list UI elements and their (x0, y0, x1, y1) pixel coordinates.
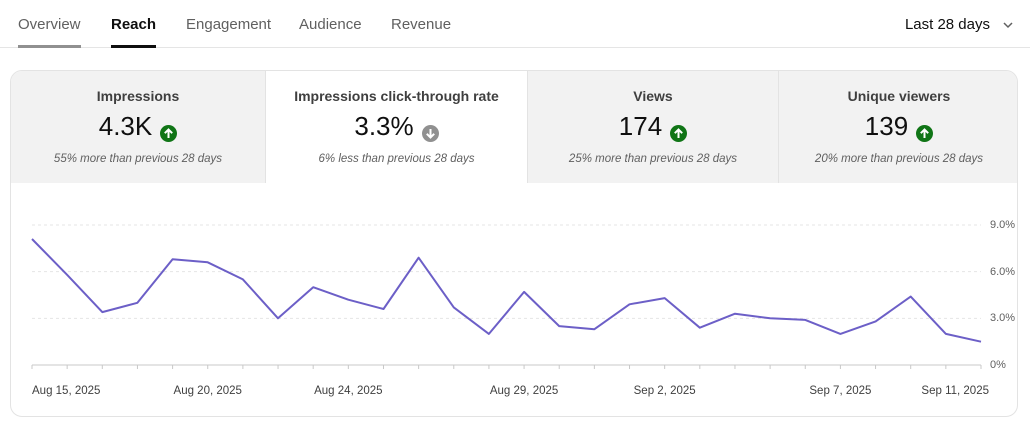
data-point[interactable] (873, 318, 879, 324)
tab-engagement[interactable]: Engagement (186, 0, 271, 48)
data-point[interactable] (908, 294, 914, 300)
data-point[interactable] (29, 236, 35, 242)
x-tick-label: Aug 15, 2025 (32, 385, 101, 397)
metric-value-row: 3.3% (266, 111, 527, 142)
data-point[interactable] (64, 272, 70, 278)
tab-audience-label: Audience (299, 15, 362, 33)
data-point[interactable] (627, 301, 633, 307)
data-point[interactable] (486, 331, 492, 337)
trend-up-icon (916, 118, 934, 142)
x-tick-label: Aug 20, 2025 (173, 385, 242, 397)
metric-label: Views (633, 88, 673, 104)
tab-revenue-label: Revenue (391, 15, 452, 33)
tab-overview-label: Overview (18, 15, 81, 33)
x-tick-label: Sep 11, 2025 (921, 385, 989, 397)
series-line[interactable] (31, 238, 982, 343)
reach-analytics-card: Impressions 4.3K 55% more than previous … (10, 70, 1018, 417)
data-point[interactable] (943, 331, 949, 337)
data-point[interactable] (205, 259, 211, 265)
data-point[interactable] (591, 326, 597, 332)
metric-value-row: 174 (528, 111, 778, 142)
metric-value: 3.3% (354, 111, 414, 141)
data-point[interactable] (170, 256, 176, 262)
metric-value: 139 (864, 111, 909, 141)
date-range-dropdown[interactable]: Last 28 days (905, 0, 1014, 48)
data-point[interactable] (978, 339, 984, 345)
ctr-line-chart: 9.0% 6.0% 3.0% 0% Aug 15, 2025 Aug 20, 2025 Au… (11, 183, 1017, 416)
tab-reach-active-indicator (111, 45, 157, 48)
y-tick-label: 3.0% (990, 312, 1016, 325)
data-point[interactable] (275, 315, 281, 321)
x-tick-label: Sep 2, 2025 (633, 385, 696, 397)
data-point[interactable] (134, 300, 140, 306)
y-tick-label: 9.0% (990, 219, 1016, 231)
data-point[interactable] (662, 295, 668, 301)
metric-views[interactable]: Views 174 25% more than previous 28 days (527, 71, 778, 183)
metric-label: Unique viewers (847, 88, 951, 104)
metric-value: 4.3K (98, 111, 153, 141)
metric-value: 174 (618, 111, 663, 141)
data-point[interactable] (416, 255, 422, 261)
metric-comparison: 6% less than previous 28 days (318, 153, 475, 165)
metric-label: Impressions click-through rate (294, 88, 499, 104)
tab-reach[interactable]: Reach (111, 0, 157, 48)
tab-overview-hover-indicator (18, 45, 81, 48)
metric-impressions-ctr[interactable]: Impressions click-through rate 3.3% 6% l… (265, 71, 527, 183)
data-point[interactable] (556, 323, 562, 329)
metric-value-row: 139 (779, 111, 1017, 142)
y-tick-label: 0% (990, 359, 1006, 371)
chevron-down-icon (1002, 18, 1014, 30)
data-point[interactable] (767, 315, 773, 321)
x-tick-label: Aug 24, 2025 (314, 385, 383, 397)
tab-bar: Overview Reach Engagement Audience Reven… (0, 0, 1030, 48)
data-point[interactable] (240, 276, 246, 282)
trend-down-icon (421, 118, 439, 142)
data-point[interactable] (99, 309, 105, 315)
trend-up-icon (160, 118, 178, 142)
metric-comparison: 20% more than previous 28 days (814, 153, 984, 165)
tab-revenue[interactable]: Revenue (391, 0, 451, 48)
x-tick-label: Aug 29, 2025 (489, 385, 559, 397)
metric-impressions[interactable]: Impressions 4.3K 55% more than previous … (11, 71, 265, 183)
data-point[interactable] (697, 325, 703, 331)
data-point[interactable] (521, 289, 527, 295)
x-tick-label: Sep 7, 2025 (809, 385, 872, 397)
data-point[interactable] (837, 331, 843, 337)
metric-cards: Impressions 4.3K 55% more than previous … (11, 71, 1017, 183)
data-point[interactable] (732, 311, 738, 317)
data-point[interactable] (345, 297, 351, 303)
tab-engagement-label: Engagement (186, 15, 272, 33)
metric-label: Impressions (96, 88, 180, 104)
data-point[interactable] (802, 317, 808, 323)
trend-up-icon (670, 118, 688, 142)
metric-comparison: 25% more than previous 28 days (568, 153, 738, 165)
tab-reach-label: Reach (111, 15, 157, 33)
tab-overview[interactable]: Overview (18, 0, 81, 48)
metric-comparison: 55% more than previous 28 days (53, 153, 223, 165)
date-range-label: Last 28 days (904, 15, 990, 33)
metric-unique-viewers[interactable]: Unique viewers 139 20% more than previou… (778, 71, 1017, 183)
chart-plot (29, 224, 984, 369)
data-point[interactable] (451, 304, 457, 310)
data-point[interactable] (380, 306, 386, 312)
tab-audience[interactable]: Audience (299, 0, 362, 48)
data-point[interactable] (310, 284, 316, 290)
y-tick-label: 6.0% (990, 265, 1016, 278)
metric-value-row: 4.3K (11, 111, 265, 142)
